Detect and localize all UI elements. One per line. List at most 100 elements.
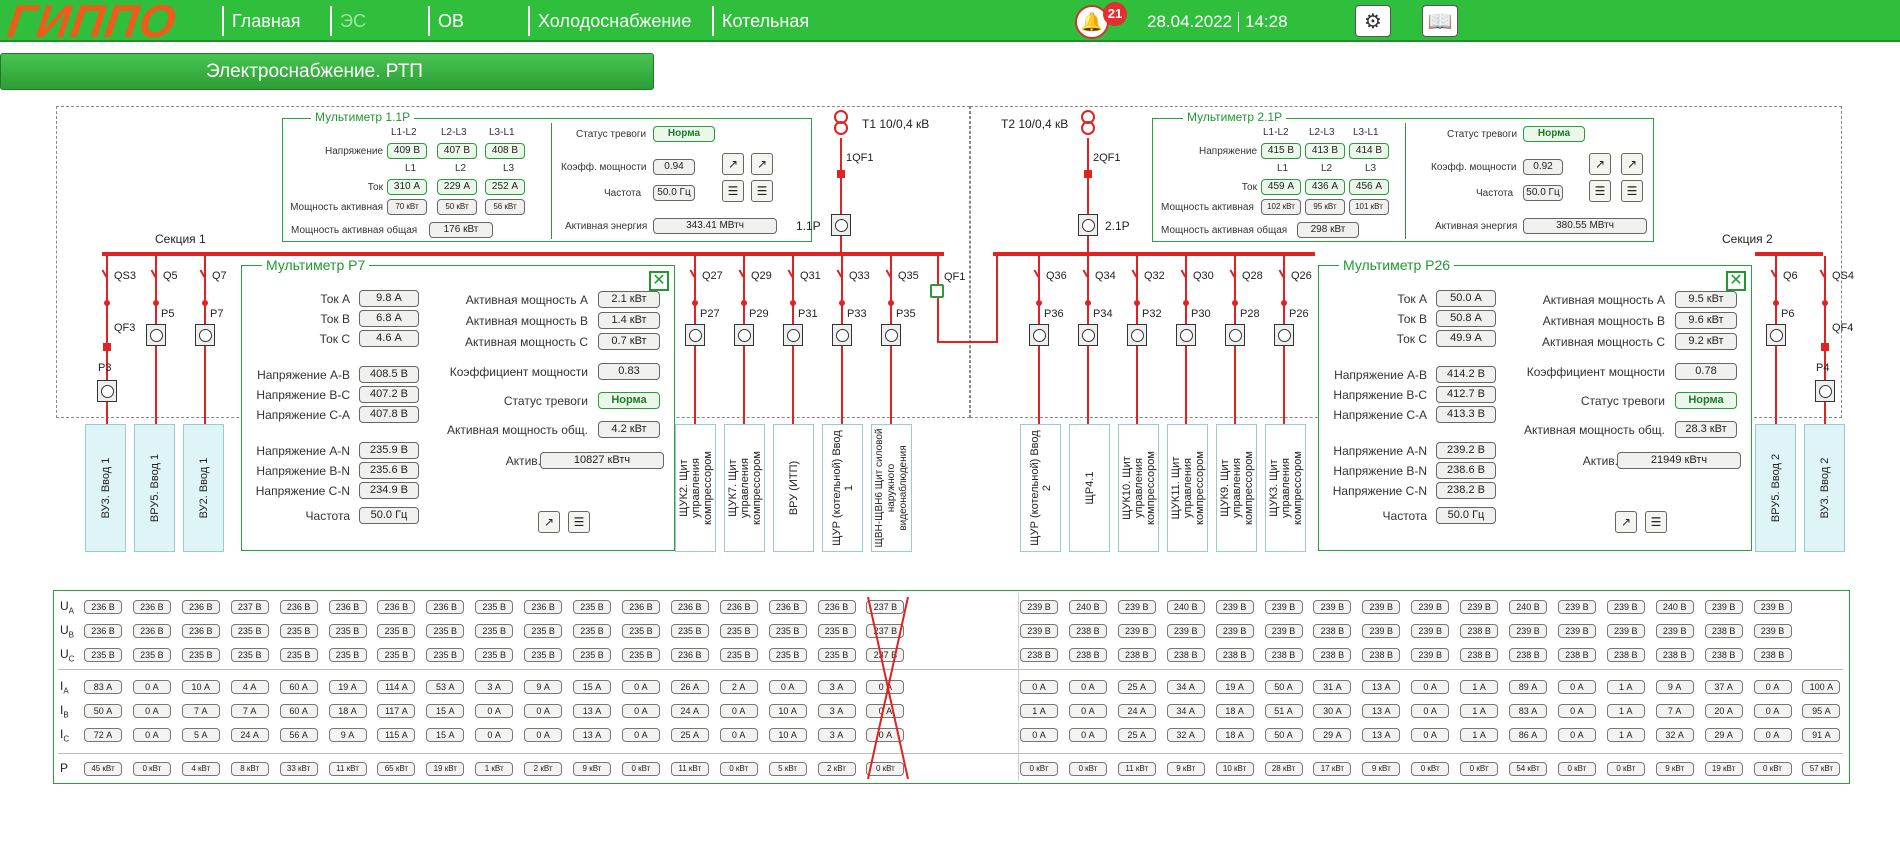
- meter-icon[interactable]: [1815, 380, 1835, 402]
- list-icon[interactable]: ☰: [722, 180, 744, 202]
- table-cell: 28 кВт: [1264, 762, 1303, 776]
- feeder-box[interactable]: ВРУ (ИТП): [773, 424, 814, 552]
- nav-boiler[interactable]: Котельная: [712, 6, 809, 36]
- switch-contact: [1822, 300, 1828, 306]
- table-cell: 236 В: [279, 600, 318, 614]
- feeder-box[interactable]: ЩУР (котельной) Ввод 2: [1020, 424, 1061, 552]
- feeder-box[interactable]: ВУ2. Ввод 1: [183, 424, 224, 552]
- switch-label: QS3: [114, 270, 137, 282]
- breaker-1qf1[interactable]: [837, 170, 845, 178]
- feeder-box[interactable]: ЩУК11. Щит управления компрессором: [1167, 424, 1208, 552]
- chart-icon[interactable]: ↗: [1621, 153, 1643, 175]
- feeder-box[interactable]: ЩУК7. Щит управления компрессором: [724, 424, 765, 552]
- feeder-box[interactable]: ВРУ5. Ввод 1: [134, 424, 175, 552]
- param-value: 21949 кВтч: [1617, 452, 1741, 469]
- param-label: Статус тревоги: [1580, 394, 1665, 408]
- param-label: Напряжение В-С: [1333, 388, 1427, 402]
- row-label: IC: [60, 727, 69, 743]
- table-cell: 0 А: [621, 680, 660, 694]
- table-cell: 3 А: [817, 728, 856, 742]
- table-cell: 239 В: [1020, 624, 1058, 638]
- meter-icon[interactable]: [783, 324, 803, 346]
- list-icon[interactable]: ☰: [1589, 180, 1611, 202]
- meter-label: P30: [1191, 308, 1211, 320]
- table-cell: 10 А: [768, 704, 807, 718]
- list-icon[interactable]: ☰: [751, 180, 773, 202]
- chart-icon[interactable]: ↗: [722, 153, 744, 175]
- current-l1: 459 А: [1261, 179, 1301, 195]
- feeder-box[interactable]: ЩУК2. Щит управления компрессором: [675, 424, 716, 552]
- meter-icon[interactable]: [831, 214, 851, 236]
- feeder-box[interactable]: ВУ3. Ввод 1: [85, 424, 126, 552]
- meter-icon[interactable]: [97, 380, 117, 402]
- table-cell: 239 В: [1117, 624, 1156, 638]
- list-icon[interactable]: ☰: [568, 511, 590, 533]
- chart-icon[interactable]: ↗: [1589, 153, 1611, 175]
- settings-monitor-icon[interactable]: ⚙: [1355, 5, 1391, 37]
- breaker-qf4[interactable]: [1821, 343, 1829, 351]
- table-cell: 24 А: [670, 704, 709, 718]
- meter-icon[interactable]: [734, 324, 754, 346]
- meter-icon[interactable]: [1029, 324, 1049, 346]
- table-cell: 19 кВт: [1704, 762, 1743, 776]
- close-icon[interactable]: ✕: [1726, 271, 1746, 291]
- nav-es[interactable]: ЭС: [330, 6, 366, 36]
- meter-label: P5: [161, 308, 175, 320]
- breaker-2qf1[interactable]: [1084, 170, 1092, 178]
- phase-label: L1: [1277, 163, 1289, 174]
- meter-icon[interactable]: [1225, 324, 1245, 346]
- param-label: Напряжение В-N: [1333, 464, 1427, 478]
- param-value: 412.7 В: [1436, 386, 1496, 403]
- breaker-qf3[interactable]: [103, 343, 111, 351]
- switch-label: Q6: [1783, 270, 1798, 282]
- table-cell: 0 А: [1068, 704, 1107, 718]
- meter-icon[interactable]: [832, 324, 852, 346]
- feeder-box[interactable]: ЩУК10. Щит управления компрессором: [1118, 424, 1159, 552]
- meter-icon[interactable]: [146, 324, 166, 346]
- close-icon[interactable]: ✕: [649, 271, 669, 291]
- row-label: IB: [60, 703, 69, 719]
- feeder-box[interactable]: ВУ3. Ввод 2: [1804, 424, 1845, 552]
- meter-icon[interactable]: [685, 324, 705, 346]
- meter-icon[interactable]: [1078, 214, 1098, 236]
- book-icon[interactable]: 📖: [1422, 5, 1458, 37]
- meter-icon[interactable]: [1078, 324, 1098, 346]
- feeder-box[interactable]: ЩВН-ЩВН6 Щит силовой наружного видеонабл…: [871, 424, 912, 552]
- table-cell: 17 кВт: [1313, 762, 1352, 776]
- phase-label: L1-L2: [1263, 127, 1289, 138]
- feeder-box[interactable]: ЩУР (котельной) Ввод 1: [822, 424, 863, 552]
- meter-icon[interactable]: [1127, 324, 1147, 346]
- table-cell: 238 В: [1460, 624, 1499, 638]
- nav-home[interactable]: Главная: [222, 6, 301, 36]
- list-icon[interactable]: ☰: [1621, 180, 1643, 202]
- feeder-box[interactable]: ВРУ5. Ввод 2: [1755, 424, 1796, 552]
- switch-label: Q36: [1046, 270, 1067, 282]
- meter-label: P6: [1781, 308, 1795, 320]
- param-value: 50.8 А: [1436, 310, 1496, 327]
- feeder-box[interactable]: ЩУК3. Щит управления компрессором: [1265, 424, 1306, 552]
- meter-icon[interactable]: [1766, 324, 1786, 346]
- meter-icon[interactable]: [195, 324, 215, 346]
- feeder-box[interactable]: ЩУК9. Щит управления компрессором: [1216, 424, 1257, 552]
- popup-title: Мультиметр Р26: [1339, 257, 1455, 273]
- meter-icon[interactable]: [881, 324, 901, 346]
- table-cell: 13 А: [1362, 680, 1401, 694]
- switch-label: Q7: [212, 270, 227, 282]
- phase-label: L3-L1: [489, 127, 515, 138]
- breaker-qf1[interactable]: [930, 284, 944, 298]
- meter-icon[interactable]: [1176, 324, 1196, 346]
- table-cell: 238 В: [1704, 624, 1743, 638]
- param-value: 234.9 В: [359, 482, 419, 499]
- chart-icon[interactable]: ↗: [751, 153, 773, 175]
- nav-cold[interactable]: Холодоснабжение: [528, 6, 691, 36]
- chart-icon[interactable]: ↗: [538, 511, 560, 533]
- table-cell: 54 кВт: [1509, 762, 1547, 776]
- meter-icon[interactable]: [1274, 324, 1294, 346]
- feeder-box[interactable]: ЩР4.1: [1069, 424, 1110, 552]
- nav-ov[interactable]: ОВ: [428, 6, 464, 36]
- param-value: 235.6 В: [359, 462, 419, 479]
- table-cell: 7 А: [181, 704, 220, 718]
- chart-icon[interactable]: ↗: [1615, 511, 1637, 533]
- table-cell: 235 В: [279, 648, 318, 662]
- list-icon[interactable]: ☰: [1645, 511, 1667, 533]
